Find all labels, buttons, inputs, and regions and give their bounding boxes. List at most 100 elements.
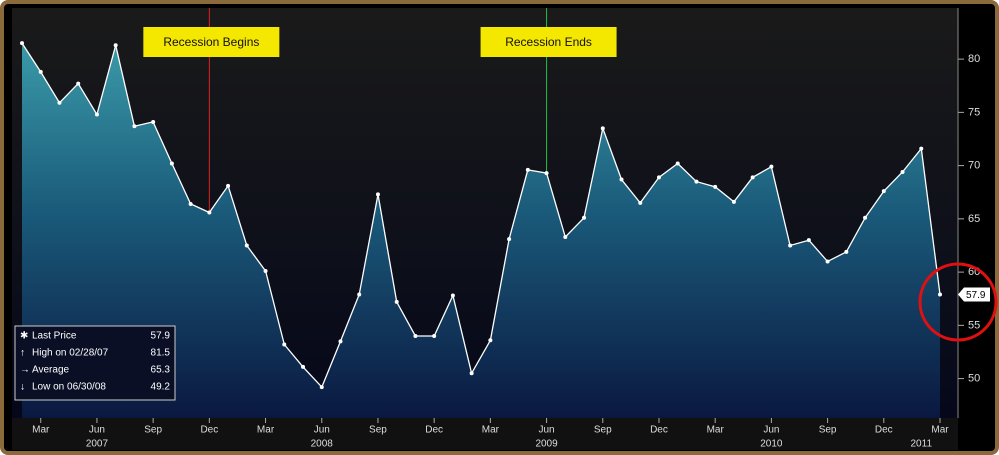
point xyxy=(76,81,81,86)
point xyxy=(900,170,905,174)
y-tick-label: 50 xyxy=(968,373,980,385)
point xyxy=(731,199,736,204)
legend-value: 57.9 xyxy=(151,331,171,342)
legend-icon: ✱ xyxy=(20,331,28,342)
x-tick-label: Dec xyxy=(875,425,893,436)
x-tick-label: Dec xyxy=(650,425,668,436)
y-tick-label: 75 xyxy=(968,106,980,118)
legend-icon: ↓ xyxy=(20,382,25,393)
point xyxy=(375,192,380,197)
x-tick-label: Mar xyxy=(257,425,275,436)
area xyxy=(22,43,940,418)
point xyxy=(169,161,174,166)
legend-label: High on 02/28/07 xyxy=(32,348,109,359)
legend-icon: → xyxy=(20,365,30,376)
point xyxy=(226,183,231,188)
point xyxy=(113,43,118,48)
point xyxy=(94,112,99,117)
x-tick-label: Sep xyxy=(144,425,162,436)
x-tick-label: Sep xyxy=(819,425,837,436)
x-axis-band xyxy=(12,418,958,450)
point xyxy=(244,243,249,248)
y-tick-label: 70 xyxy=(968,160,980,172)
point xyxy=(263,269,268,274)
point xyxy=(20,41,24,46)
legend-value: 81.5 xyxy=(151,348,171,359)
point xyxy=(544,171,549,176)
point xyxy=(151,119,156,124)
x-tick-label: Sep xyxy=(369,425,387,436)
year-label: 2009 xyxy=(535,439,558,450)
point xyxy=(57,100,62,105)
annotation-box xyxy=(480,27,617,57)
point xyxy=(769,164,774,169)
point xyxy=(713,184,718,189)
y-tick-label: 80 xyxy=(968,53,980,65)
x-tick-label: Jun xyxy=(89,425,105,436)
point xyxy=(319,385,324,390)
point xyxy=(282,342,287,347)
point xyxy=(301,364,306,369)
point xyxy=(806,238,811,243)
legend-label: Low on 06/30/08 xyxy=(32,382,106,393)
point xyxy=(357,292,362,297)
point xyxy=(675,161,680,166)
year-label: 2010 xyxy=(760,439,783,450)
point xyxy=(919,146,924,151)
point xyxy=(507,237,512,242)
point xyxy=(413,334,418,338)
point xyxy=(582,215,587,220)
point xyxy=(938,292,942,297)
x-tick-label: Sep xyxy=(594,425,612,436)
annotation: Recession Ends xyxy=(505,35,592,49)
legend-value: 49.2 xyxy=(151,382,171,393)
legend-label: Average xyxy=(32,365,70,376)
last-price-tag xyxy=(958,287,990,302)
x-tick-label: Mar xyxy=(482,425,500,436)
point xyxy=(750,175,755,180)
highlight-circle xyxy=(918,262,998,342)
point xyxy=(450,293,455,298)
point xyxy=(207,210,212,215)
point xyxy=(38,69,43,74)
point xyxy=(488,338,493,343)
point xyxy=(394,299,399,304)
point xyxy=(338,339,343,344)
point xyxy=(788,243,793,248)
legend-box xyxy=(14,325,176,401)
point xyxy=(188,201,193,206)
point xyxy=(432,334,437,338)
point xyxy=(469,371,474,376)
y-tick-label: 55 xyxy=(968,319,980,331)
x-tick-label: Dec xyxy=(200,425,218,436)
y-tick-label: 65 xyxy=(968,213,980,225)
annotation: Recession Begins xyxy=(163,35,259,49)
legend-label: Last Price xyxy=(32,331,77,342)
x-tick-label: Mar xyxy=(931,425,949,436)
point xyxy=(132,124,137,129)
legend-value: 65.3 xyxy=(151,365,171,376)
x-tick-label: Mar xyxy=(707,425,725,436)
year-label: 2007 xyxy=(86,439,109,450)
point xyxy=(525,167,530,172)
last-price-label: 57.9 xyxy=(966,290,986,301)
year-label: 2008 xyxy=(311,439,334,450)
x-tick-label: Mar xyxy=(32,425,50,436)
legend-icon: ↑ xyxy=(20,348,25,359)
point xyxy=(825,259,830,264)
point xyxy=(619,177,624,182)
line xyxy=(21,42,941,389)
point xyxy=(694,179,699,184)
point xyxy=(844,249,849,254)
x-tick-label: Jun xyxy=(539,425,555,436)
x-tick-label: Jun xyxy=(763,425,779,436)
point xyxy=(638,200,643,205)
point xyxy=(563,234,568,239)
annotation-box xyxy=(143,27,280,57)
year-label: 2011 xyxy=(911,439,933,450)
point xyxy=(600,126,605,131)
x-tick-label: Jun xyxy=(314,425,330,436)
point xyxy=(881,189,886,194)
